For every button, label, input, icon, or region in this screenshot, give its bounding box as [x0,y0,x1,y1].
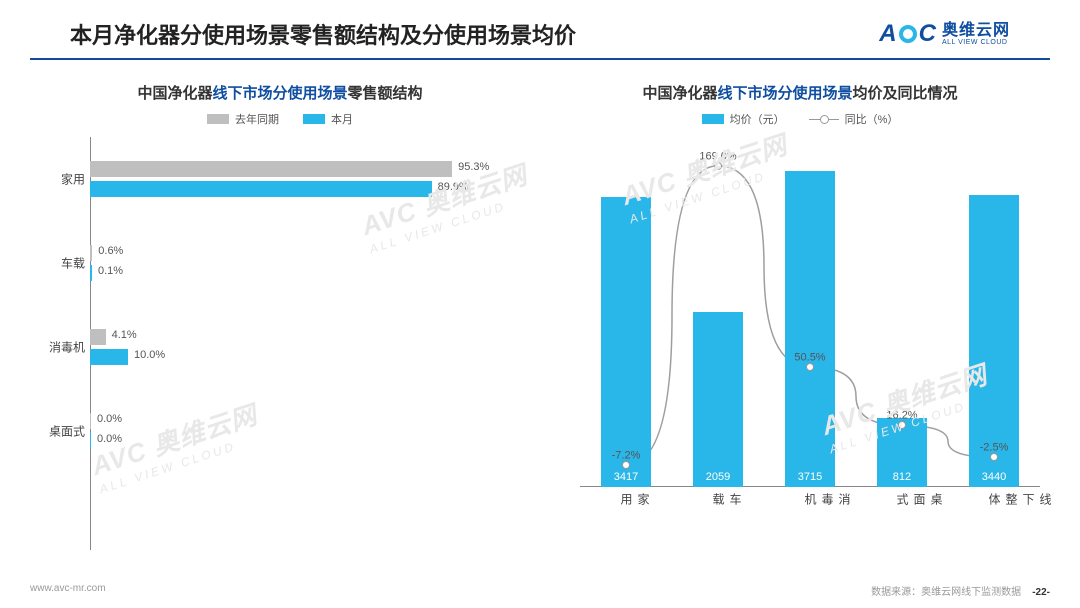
line-point [622,461,630,469]
hbar-fill [90,413,91,429]
line-label: 16.2% [886,410,917,422]
hbar-fill [90,245,92,261]
hbar-label: 10.0% [134,349,165,361]
line-label: -2.5% [980,442,1009,454]
combo-category: 桌面式 [894,493,945,507]
footer-url: www.avc-mr.com [30,583,106,598]
left-chart: 中国净化器线下市场分使用场景零售额结构 去年同期 本月 家用 95.3% 89.9%… [30,76,530,550]
combo-category: 消毒机 [802,493,853,507]
logo: AC 奥维云网 ALL VIEW CLOUD [879,20,1010,48]
combo-plot: 3417家用2059车载3715消毒机812桌面式3440线下整体-7.2%16… [580,147,1040,487]
logo-ring-icon [899,25,917,43]
line-point [990,453,998,461]
hbar-curr: 89.9% [90,181,510,197]
hbar-fill [90,181,432,197]
page-number: -22- [1032,587,1050,598]
right-title-pre: 中国净化器 [642,85,717,102]
hbar-prev: 95.3% [90,161,510,177]
vbar: 2059 [693,312,744,487]
header: 本月净化器分使用场景零售额结构及分使用场景均价 AC 奥维云网 ALL VIEW… [30,0,1050,60]
hbar-area: 家用 95.3% 89.9% 车载 0.6% 0.1% 消毒机 4.1% 10.0% 桌面式 0.0… [30,137,530,550]
hbar-prev: 0.0% [90,413,510,429]
left-chart-title: 中国净化器线下市场分使用场景零售额结构 [137,82,422,103]
legend-bar-swatch [702,114,724,124]
vbar-value: 3715 [798,471,822,483]
line-point [806,363,814,371]
hbar-label: 0.0% [97,433,122,445]
hbar-label: 4.1% [112,329,137,341]
vbar-value: 3440 [982,471,1006,483]
combo-category: 家用 [618,493,652,507]
left-title-post: 零售额结构 [348,85,423,102]
right-title-post: 均价及同比情况 [853,85,958,102]
logo-cn: 奥维云网 [942,23,1010,39]
hbar-row: 桌面式0.0%0.0% [90,389,510,473]
vbar-value: 812 [893,471,911,483]
hbar-curr: 0.0% [90,433,510,449]
legend-prev: 去年同期 [207,111,279,127]
vbar: 3417 [601,197,652,487]
logo-mark: AC [879,20,936,48]
hbar-prev: 0.6% [90,245,510,261]
hbar-curr: 10.0% [90,349,510,365]
vbar: 3715 [785,171,836,487]
hbar-prev: 4.1% [90,329,510,345]
hbar-fill [90,265,92,281]
hbar-category: 车载 [35,255,85,272]
hbar-row: 消毒机4.1%10.0% [90,305,510,389]
right-chart: 中国净化器线下市场分使用场景均价及同比情况 均价（元） 同比（%） 3417家用… [550,76,1050,550]
vbar-value: 3417 [614,471,638,483]
line-label: -7.2% [612,450,641,462]
page-title: 本月净化器分使用场景零售额结构及分使用场景均价 [70,18,576,50]
legend-prev-label: 去年同期 [235,111,279,127]
legend-curr: 本月 [303,111,353,127]
combo-category: 线下整体 [986,493,1054,507]
legend-bar: 均价（元） [702,111,785,127]
hbar-row: 车载0.6%0.1% [90,221,510,305]
left-title-hl: 线下市场分使用场景 [212,85,347,102]
combo-category: 车载 [710,493,744,507]
hbar-label: 0.0% [97,413,122,425]
right-legend: 均价（元） 同比（%） [702,111,899,127]
right-title-hl: 线下市场分使用场景 [717,85,852,102]
hbar-label: 95.3% [458,161,489,173]
hbar-curr: 0.1% [90,265,510,281]
combo-area: 3417家用2059车载3715消毒机812桌面式3440线下整体-7.2%16… [550,137,1050,550]
legend-prev-swatch [207,114,229,124]
legend-curr-label: 本月 [331,111,353,127]
line-point [714,162,722,170]
hbar-row: 家用95.3%89.9% [90,137,510,221]
footer-source: 数据来源：奥维云网线下监测数据 [871,587,1021,598]
right-chart-title: 中国净化器线下市场分使用场景均价及同比情况 [642,82,957,103]
legend-line: 同比（%） [809,111,899,127]
hbar-label: 0.1% [98,265,123,277]
legend-line-label: 同比（%） [845,111,899,127]
hbar-fill [90,329,106,345]
hbar-fill [90,349,128,365]
vbar-value: 2059 [706,471,730,483]
hbar-category: 消毒机 [35,339,85,356]
hbar-fill [90,433,91,449]
legend-line-swatch [809,119,839,120]
hbar-label: 0.6% [98,245,123,257]
footer: www.avc-mr.com 数据来源：奥维云网线下监测数据 -22- [30,583,1050,598]
legend-curr-swatch [303,114,325,124]
left-legend: 去年同期 本月 [207,111,353,127]
legend-bar-label: 均价（元） [730,111,785,127]
hbar-fill [90,161,452,177]
hbar-category: 家用 [35,171,85,188]
hbar-category: 桌面式 [35,423,85,440]
logo-en: ALL VIEW CLOUD [942,39,1010,46]
line-point [898,421,906,429]
hbar-label: 89.9% [438,181,469,193]
line-label: 169.0% [699,150,736,162]
line-label: 50.5% [794,352,825,364]
left-title-pre: 中国净化器 [137,85,212,102]
